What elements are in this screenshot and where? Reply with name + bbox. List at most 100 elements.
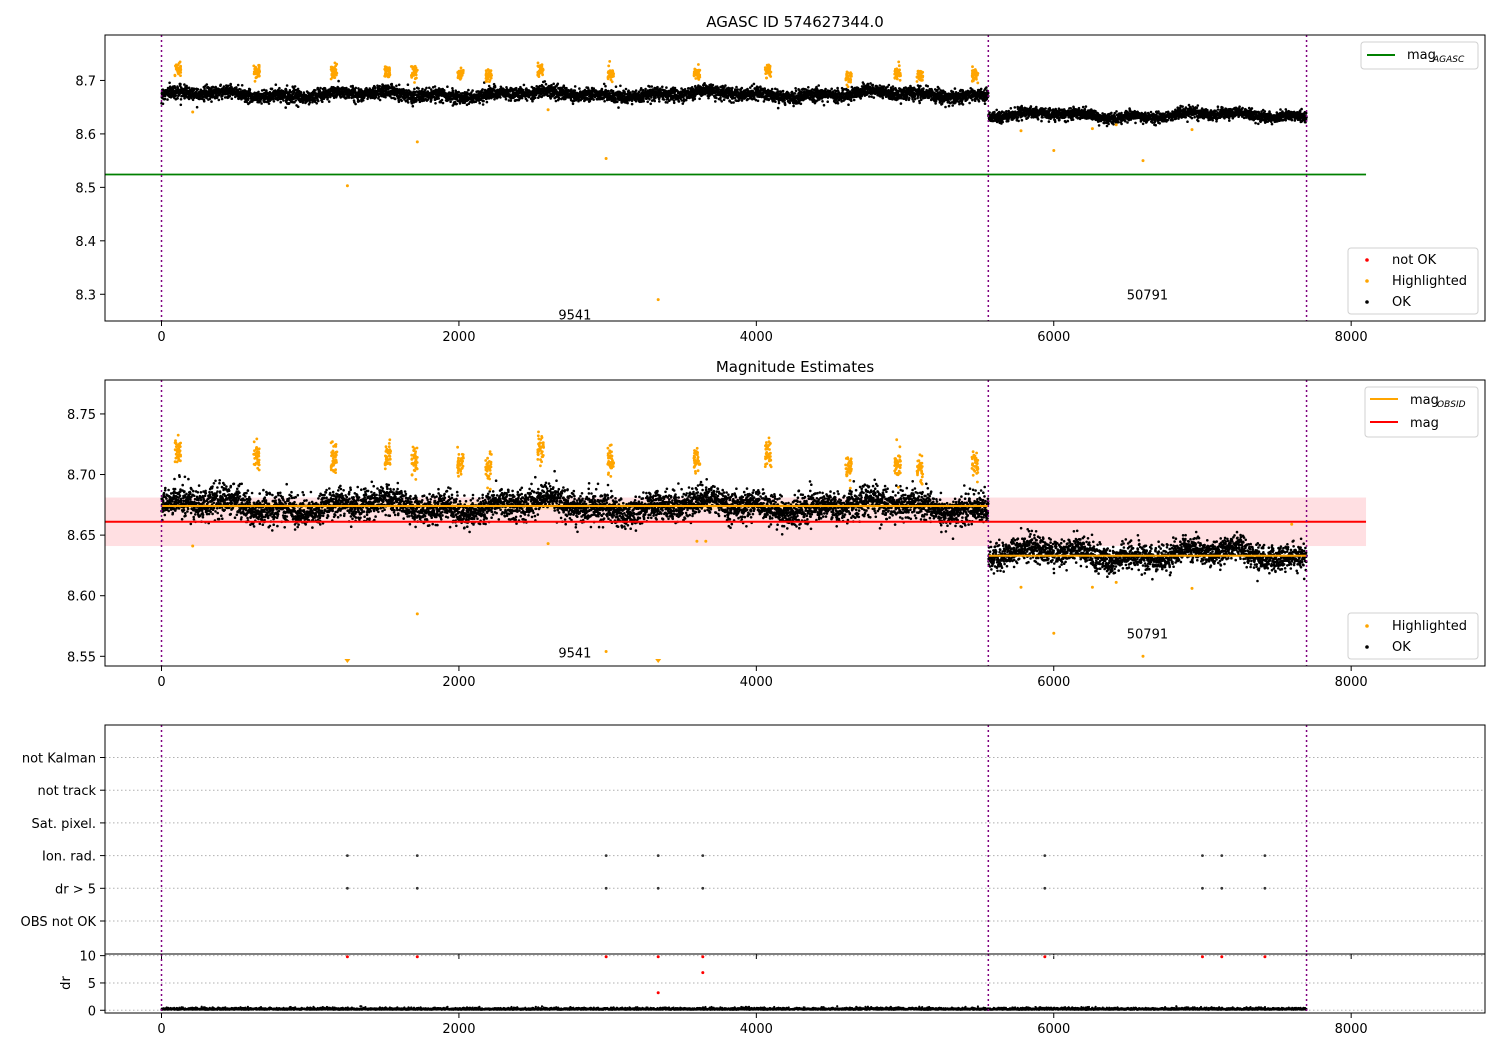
ok-point: [257, 90, 260, 94]
ok-point: [308, 101, 312, 104]
ok-point: [313, 99, 317, 102]
ok-point: [558, 97, 561, 100]
ok-point: [850, 99, 853, 102]
ok-point: [817, 84, 820, 87]
ok-point: [616, 100, 619, 104]
ok-point: [222, 85, 226, 88]
ok-point: [756, 99, 760, 103]
ok-point: [711, 83, 715, 87]
ok-point: [440, 98, 444, 102]
ok-point: [732, 101, 735, 104]
ok-point: [648, 98, 651, 101]
ok-point: [285, 99, 289, 102]
ok-point: [650, 96, 653, 99]
ok-point: [872, 96, 876, 99]
ok-point: [400, 99, 404, 103]
ok-point: [183, 83, 186, 86]
ok-point: [899, 102, 903, 105]
ok-point: [525, 99, 529, 102]
ok-point: [482, 99, 485, 103]
ok-point: [493, 86, 497, 89]
ok-point: [282, 99, 285, 102]
ok-point: [642, 100, 645, 103]
ok-point: [199, 88, 203, 92]
ok-point: [236, 83, 240, 87]
ok-point: [196, 88, 200, 91]
ok-point: [740, 86, 744, 90]
ok-point: [425, 86, 428, 90]
ok-point: [783, 99, 786, 102]
ok-point: [245, 100, 249, 104]
ok-point: [406, 101, 410, 104]
ok-point: [421, 87, 424, 91]
ok-point: [217, 98, 221, 102]
ok-point: [631, 90, 635, 93]
ok-point: [793, 92, 797, 95]
ok-point: [478, 101, 482, 105]
ok-point: [187, 86, 191, 90]
ok-point: [724, 84, 727, 87]
ok-point: [774, 100, 777, 103]
ok-point: [868, 95, 871, 98]
ok-point: [646, 100, 649, 104]
ok-point: [543, 80, 547, 83]
ok-point: [714, 100, 717, 103]
ok-point: [354, 86, 358, 90]
ok-point: [179, 98, 183, 101]
ok-point: [644, 87, 647, 91]
ok-point: [794, 87, 797, 90]
ok-point: [821, 100, 824, 103]
ok-point: [441, 101, 445, 105]
ok-point: [750, 84, 754, 87]
ok-point: [658, 100, 661, 103]
ok-point: [205, 83, 209, 86]
ok-point: [556, 82, 560, 86]
ok-point: [783, 103, 787, 107]
ok-point: [179, 103, 183, 107]
ok-point: [284, 106, 288, 109]
ok-point: [485, 100, 489, 104]
ok-point: [321, 100, 324, 103]
ok-point: [272, 100, 276, 103]
ok-point: [166, 98, 169, 101]
agasc-title: AGASC ID 574627344.0: [706, 13, 884, 31]
ok-point: [229, 82, 232, 86]
ok-point: [722, 98, 726, 101]
ok-point: [219, 83, 222, 87]
ok-point: [573, 89, 577, 92]
ok-point: [471, 89, 474, 92]
ok-point: [314, 89, 317, 92]
ok-point: [296, 87, 300, 91]
ok-point: [859, 97, 862, 100]
ok-point: [788, 101, 792, 105]
ok-point: [193, 87, 196, 91]
ok-point: [345, 86, 348, 90]
ok-point: [315, 102, 319, 105]
ok-point: [161, 102, 165, 106]
ok-point: [446, 85, 449, 88]
ok-point: [373, 87, 377, 90]
ok-point: [887, 83, 891, 87]
ok-point: [260, 89, 264, 92]
ok-point: [852, 98, 856, 102]
ok-point: [411, 104, 415, 108]
ok-point: [770, 87, 774, 91]
ok-point: [499, 96, 502, 99]
ok-point: [693, 97, 697, 101]
ok-point: [294, 99, 298, 102]
ok-point: [174, 86, 177, 90]
ok-point: [417, 87, 420, 90]
ok-point: [836, 102, 840, 105]
ok-point: [735, 85, 738, 89]
ok-point: [395, 84, 398, 88]
ok-point: [390, 82, 394, 86]
ok-point: [378, 84, 382, 88]
ok-point: [216, 95, 219, 99]
ok-point: [552, 82, 555, 86]
ok-point: [707, 96, 710, 100]
ok-point: [562, 84, 566, 87]
ok-point: [354, 102, 357, 106]
ok-point: [608, 92, 612, 95]
ok-point: [406, 83, 410, 86]
ok-point: [619, 84, 622, 88]
